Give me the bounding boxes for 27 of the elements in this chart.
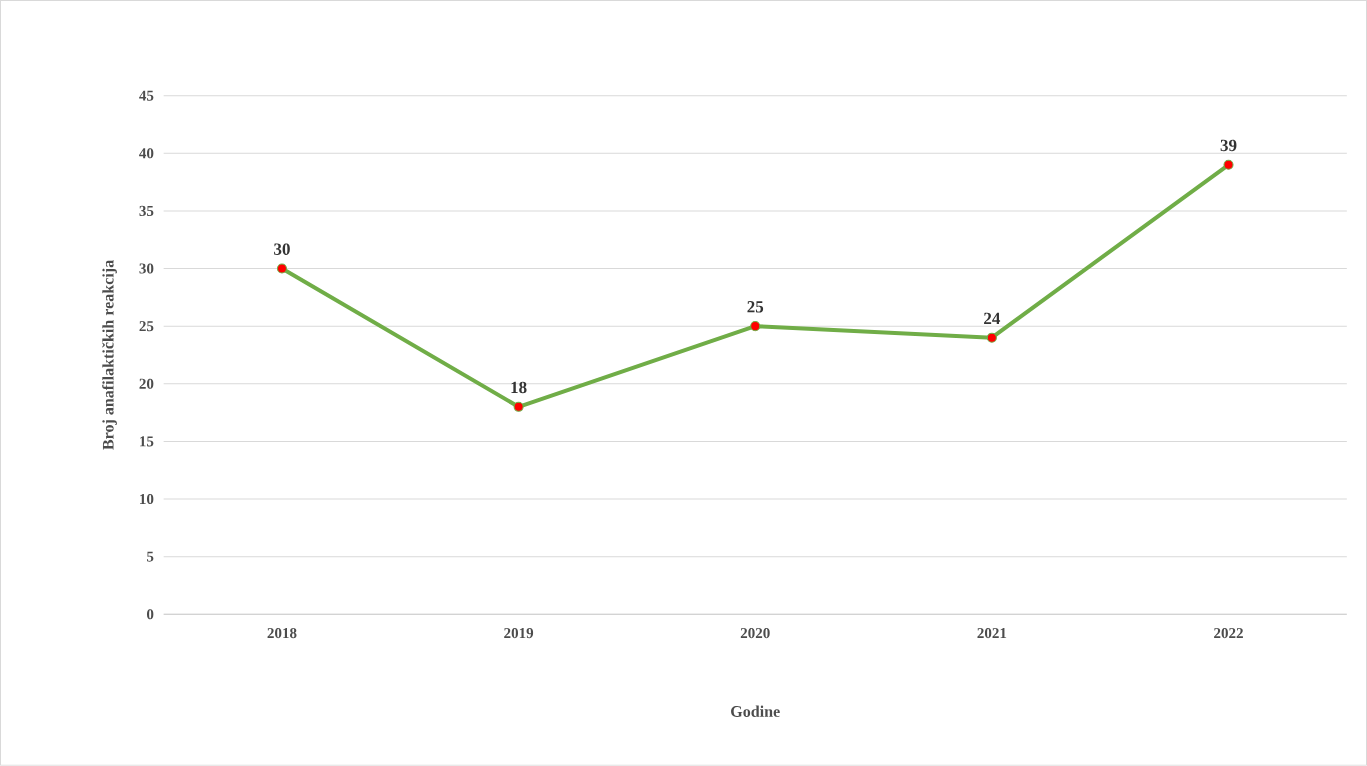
x-tick-label: 2022 [1214,628,1243,639]
y-axis-title: Broj anafilaktičkih reakcija [102,260,117,450]
point [276,263,288,274]
data-label: 24 [984,312,1001,325]
y-tick-label: 45 [139,90,154,101]
data-label: 30 [274,243,290,256]
y-tick-label: 40 [139,148,154,159]
y-tick-label: 5 [147,551,154,562]
x-tick-label: 2019 [504,628,534,639]
y-tick-label: 0 [146,609,154,620]
point [750,321,761,332]
data-label: 18 [511,381,527,394]
data-label: 39 [1220,139,1237,152]
point [513,401,524,412]
y-tick-label: 10 [140,494,154,505]
point [1223,159,1234,170]
point [986,332,997,343]
x-axis-title: Godine [731,705,780,717]
y-tick-label: 15 [140,436,154,447]
data-label: 25 [747,301,764,313]
x-tick-label: 2020 [740,628,770,639]
y-tick-label: 35 [139,205,154,217]
x-tick-label: 2018 [267,628,297,639]
y-tick-label: 20 [139,378,154,389]
x-tick-label: 2021 [977,628,1007,639]
y-tick-label: 25 [139,321,154,332]
y-tick-label: 30 [139,263,154,274]
